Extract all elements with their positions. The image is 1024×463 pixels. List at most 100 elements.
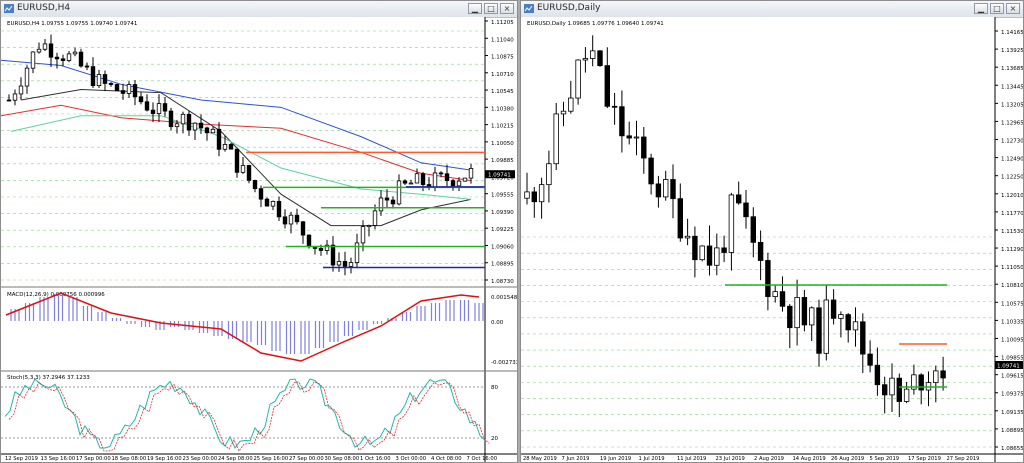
candle-body xyxy=(757,241,764,261)
price-axis-label: 1.12965 xyxy=(1001,120,1023,126)
chart-background xyxy=(521,17,995,462)
blue-moving-average xyxy=(1,59,472,171)
candle-body xyxy=(852,321,859,331)
candle-body xyxy=(276,201,282,218)
candle-body xyxy=(318,248,324,251)
candle-body xyxy=(258,188,264,200)
price-chart-daily[interactable]: 1.14165 1.13925 1.13685 1.13445 1.13205 1.129… xyxy=(521,17,1023,462)
candle-body xyxy=(468,168,474,179)
candle-body xyxy=(108,83,114,85)
candle-body xyxy=(845,314,851,331)
candle-body xyxy=(264,198,270,207)
price-axis-label: 1.08895 xyxy=(491,262,514,268)
candle-body xyxy=(66,53,72,61)
close-button[interactable]: × xyxy=(1006,3,1020,14)
candle-body xyxy=(96,74,102,87)
candle-body xyxy=(918,374,924,391)
macd-axis-zero: 0.00 xyxy=(491,320,504,326)
time-axis-label: 30 Sep 08:00 xyxy=(325,456,360,462)
window-titlebar[interactable]: EURUSD,H4 ▁ □ × xyxy=(1,1,517,18)
chart-window-daily[interactable]: EURUSD,Daily ▁ □ × 1.14165 1.13925 1.13685… xyxy=(520,0,1024,463)
time-axis-label: 28 May 2019 xyxy=(523,456,557,462)
time-axis-label: 17 Sep 2019 xyxy=(908,456,941,462)
price-axis-label: 1.08730 xyxy=(491,279,514,285)
price-axis-label: 1.09060 xyxy=(491,244,514,250)
minimize-button[interactable]: ▁ xyxy=(974,3,988,14)
price-axis-label: 1.09390 xyxy=(491,210,514,216)
stoch-level-label: 20 xyxy=(491,436,498,442)
window-titlebar[interactable]: EURUSD,Daily ▁ □ × xyxy=(521,1,1023,18)
candle-body xyxy=(90,66,96,87)
candle-body xyxy=(390,199,396,205)
candle-body xyxy=(132,84,138,98)
time-axis-label: 18 Sep 08:00 xyxy=(112,456,147,462)
candle-body xyxy=(252,179,258,190)
candle-body xyxy=(590,50,596,59)
candle-body xyxy=(874,364,881,386)
candle-body xyxy=(456,180,462,187)
price-axis-label: 1.12010 xyxy=(1001,193,1023,199)
close-button[interactable]: × xyxy=(500,3,514,14)
candle-body xyxy=(546,163,552,186)
minimize-button[interactable]: ▁ xyxy=(468,3,482,14)
candle-body xyxy=(743,202,749,218)
candle-body xyxy=(597,50,603,67)
candle-body xyxy=(294,214,300,223)
candle-body xyxy=(222,144,228,150)
candle-body xyxy=(384,197,390,201)
candle-body xyxy=(36,48,42,53)
candle-body xyxy=(823,299,829,354)
candle-body xyxy=(144,101,150,111)
candle-body xyxy=(342,261,348,267)
candle-body xyxy=(933,370,939,384)
chart-window-h4[interactable]: EURUSD,H4 ▁ □ × 1.11205 1.11040 1.10875 1.1… xyxy=(0,0,518,463)
price-axis-label: 1.13925 xyxy=(1001,48,1023,54)
candle-body xyxy=(432,172,438,188)
price-axis-label: 1.09615 xyxy=(1001,374,1023,380)
candle-body xyxy=(735,194,742,204)
time-axis-label: 2 Aug 2019 xyxy=(754,456,784,462)
candle-body xyxy=(641,136,647,159)
candle-body xyxy=(270,201,276,207)
candle-body xyxy=(408,182,414,185)
candle-body xyxy=(162,103,168,112)
candle-body xyxy=(560,110,567,115)
maximize-button[interactable]: □ xyxy=(990,3,1004,14)
time-axis-label: 19 Sep 16:00 xyxy=(147,456,182,462)
candle-body xyxy=(336,261,342,266)
maximize-button[interactable]: □ xyxy=(484,3,498,14)
price-chart-h4[interactable]: 1.11205 1.11040 1.10875 1.10710 1.10545 1.103… xyxy=(1,17,517,462)
price-axis-label: 1.10545 xyxy=(491,89,514,95)
candle-body xyxy=(288,214,294,225)
candle-body xyxy=(575,59,581,99)
chart-window-icon xyxy=(524,4,534,13)
candle-body xyxy=(619,106,625,137)
time-axis-label: 19 Jun 2019 xyxy=(600,456,631,462)
price-axis-label: 1.10215 xyxy=(491,124,514,130)
time-axis-label: 24 Sep 08:00 xyxy=(218,456,253,462)
candle-body xyxy=(531,191,537,203)
candle-body xyxy=(138,96,144,103)
candle-body xyxy=(830,299,837,319)
candle-body xyxy=(706,245,713,266)
candle-body xyxy=(911,374,917,390)
time-axis-label: 7 Oct 16:00 xyxy=(467,456,498,462)
time-axis-label: 3 Oct 00:00 xyxy=(396,456,427,462)
candle-body xyxy=(240,165,246,173)
stoch-level-label: 80 xyxy=(491,385,498,391)
price-axis-label: 1.10710 xyxy=(491,72,514,78)
candle-body xyxy=(354,242,360,264)
candle-body xyxy=(24,67,30,87)
price-axis-label: 1.10095 xyxy=(1001,337,1023,343)
candle-body xyxy=(246,165,252,181)
candle-body xyxy=(18,85,24,95)
candle-body xyxy=(860,321,866,355)
time-axis-label: 12 Sep 2019 xyxy=(5,456,38,462)
candle-body xyxy=(714,247,720,266)
candle-body xyxy=(626,135,632,139)
red-moving-average xyxy=(1,104,472,182)
candle-body xyxy=(787,305,793,329)
price-axis-label: 1.11050 xyxy=(1001,265,1023,271)
candle-body xyxy=(611,105,618,108)
price-axis-label: 1.12250 xyxy=(1001,175,1023,181)
